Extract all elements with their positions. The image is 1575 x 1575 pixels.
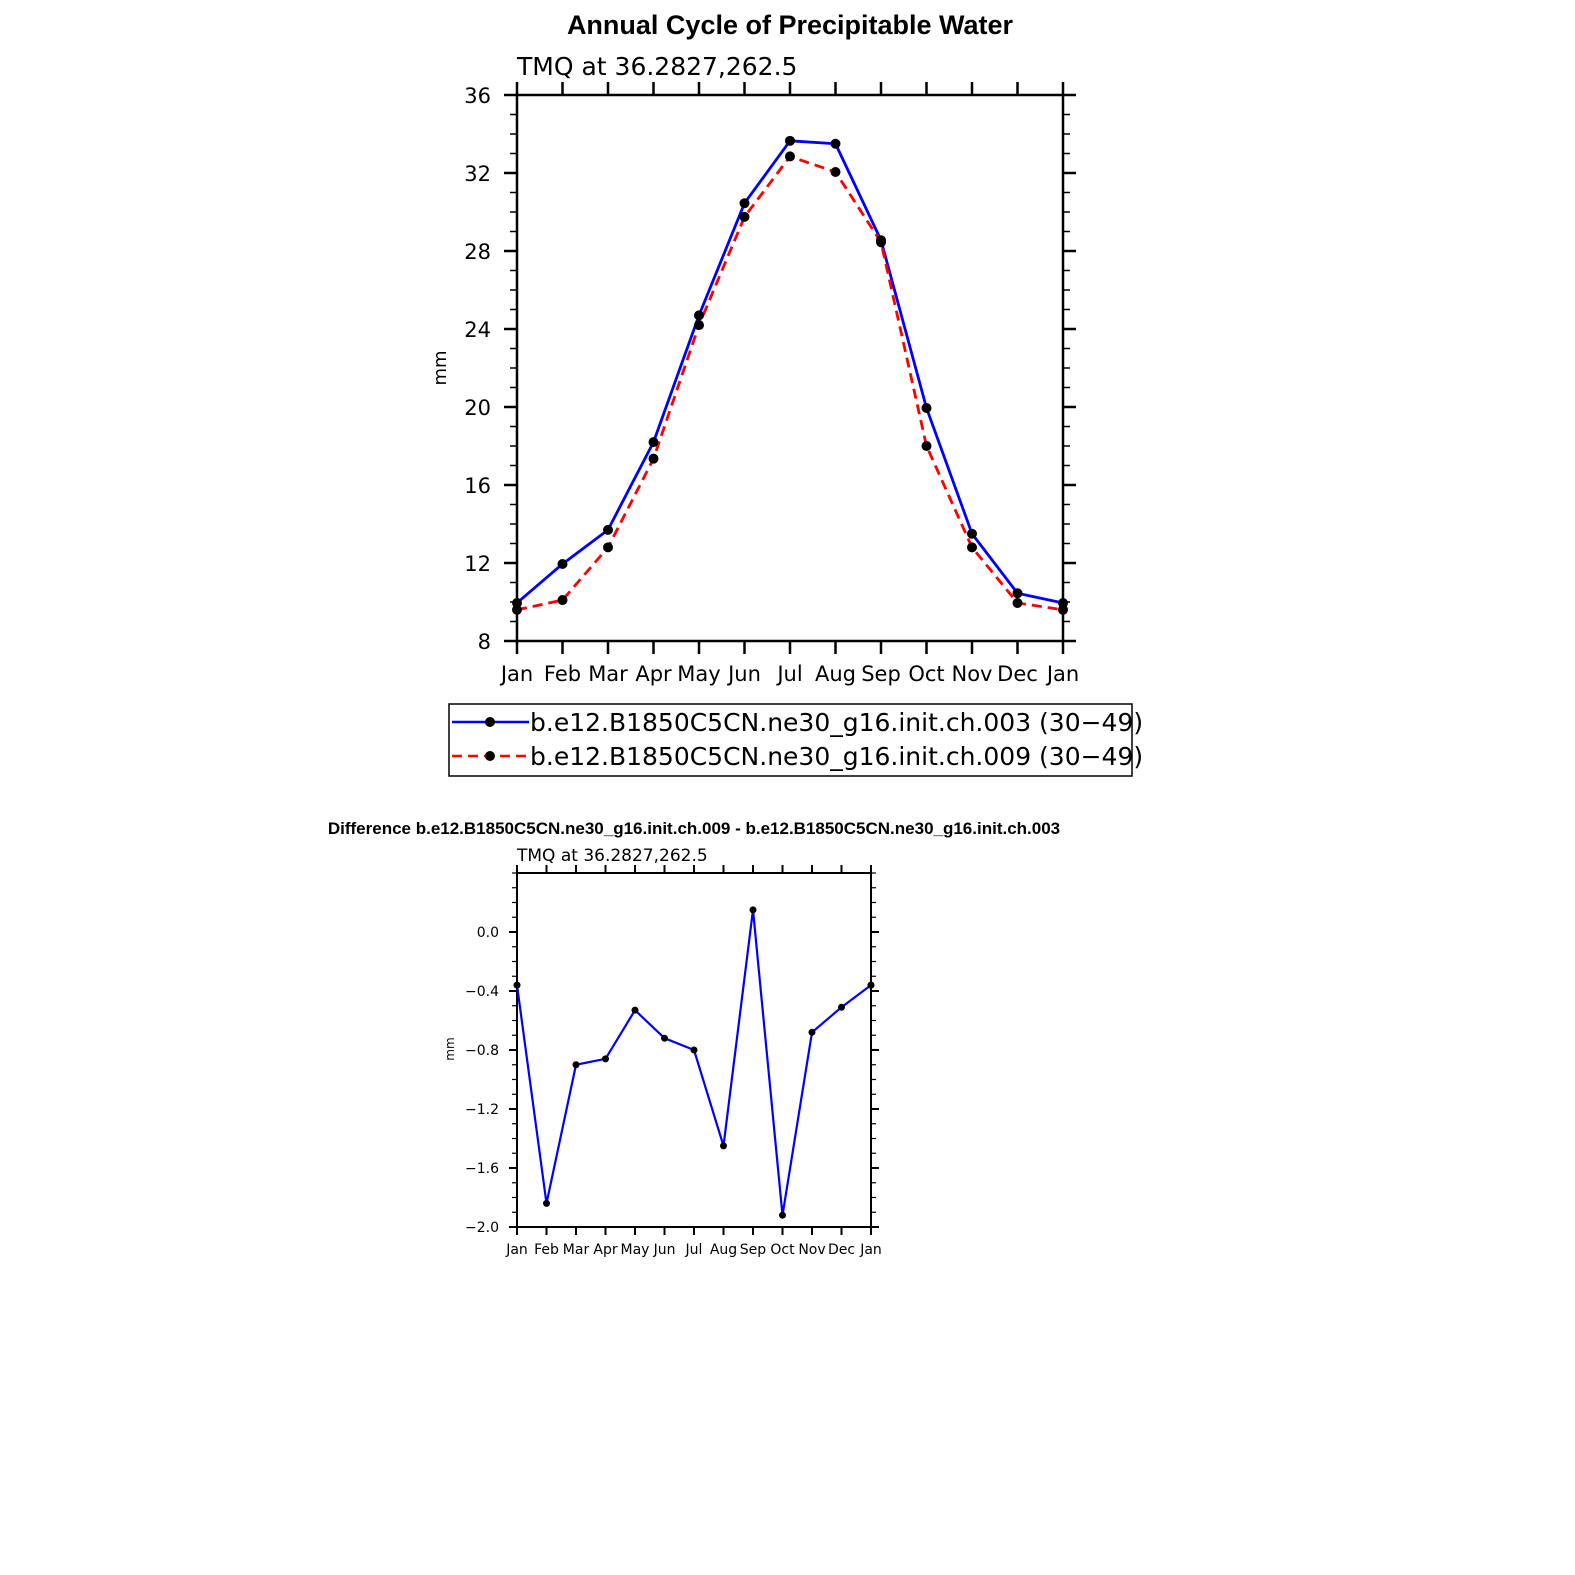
diff-xtick-label: May	[621, 1242, 650, 1258]
diff-xtick-label: Mar	[563, 1242, 590, 1258]
main-series-2-point	[694, 320, 704, 331]
main-ytick-label: 28	[464, 240, 491, 264]
diff-ytick-label: −0.8	[465, 1043, 499, 1059]
main-xtick-label: Aug	[815, 662, 856, 686]
main-ytick-label: 24	[464, 318, 491, 342]
diff-series-1-point	[513, 981, 521, 989]
main-xtick-label: May	[677, 662, 720, 686]
diff-xtick-label: Dec	[828, 1242, 855, 1258]
main-ytick-label: 12	[464, 552, 491, 576]
diff-series-1-point	[690, 1046, 698, 1054]
main-xtick-label: Jul	[775, 662, 802, 686]
main-chart-subtitle: TMQ at 36.2827,262.5	[516, 52, 797, 81]
main-xtick-label: Jan	[499, 662, 533, 686]
main-series-1-point	[603, 524, 613, 535]
main-series-2-point	[830, 167, 841, 178]
main-series-1-point	[785, 135, 795, 146]
main-chart-legend: b.e12.B1850C5CN.ne30_g16.init.ch.003 (30…	[448, 703, 1143, 777]
diff-series-1-point	[661, 1034, 668, 1042]
difference-chart-ylabel: mm	[443, 1037, 457, 1060]
main-series-2-point	[1058, 604, 1068, 615]
main-series-2-point	[1012, 597, 1023, 608]
diff-series-1-point	[808, 1028, 816, 1036]
diff-xtick-label: Oct	[770, 1242, 795, 1258]
main-xtick-label: Oct	[908, 662, 944, 686]
main-series-2-line	[516, 155, 1064, 612]
diff-series-1-point	[720, 1142, 727, 1150]
main-series-2-point	[512, 604, 522, 615]
main-ytick-label: 8	[478, 630, 491, 654]
diff-xtick-label: Feb	[534, 1242, 559, 1258]
diff-ytick-label: −2.0	[465, 1220, 499, 1236]
main-xtick-label: Jan	[1045, 662, 1079, 686]
diff-xtick-label: Sep	[740, 1242, 767, 1258]
diff-series-1-point	[572, 1061, 580, 1069]
main-series-1-point	[921, 402, 932, 413]
legend-marker-series-1	[485, 717, 495, 727]
main-series-2-point	[967, 542, 977, 553]
legend-marker-series-2	[485, 751, 495, 761]
diff-xtick-label: Aug	[710, 1242, 737, 1258]
main-series-1-point	[648, 437, 659, 448]
diff-series-1-point	[749, 906, 757, 914]
diff-ytick-label: −1.2	[465, 1102, 499, 1118]
main-series-1-line	[516, 139, 1064, 605]
diff-ytick-label: −0.4	[465, 984, 499, 1000]
legend-label-series-2: b.e12.B1850C5CN.ne30_g16.init.ch.009 (30…	[530, 742, 1143, 771]
main-chart-ylabel: mm	[430, 350, 451, 385]
main-series-1-point	[1012, 588, 1023, 599]
diff-xtick-label: Apr	[593, 1242, 617, 1258]
main-xtick-label: Nov	[952, 662, 993, 686]
difference-chart-title: Difference b.e12.B1850C5CN.ne30_g16.init…	[328, 819, 1060, 838]
diff-series-1-point	[602, 1055, 609, 1063]
main-series-2-point	[876, 237, 886, 248]
main-ytick-label: 32	[464, 162, 491, 186]
diff-series-1-point	[867, 981, 875, 989]
main-ytick-label: 16	[464, 474, 491, 498]
main-xtick-label: Dec	[997, 662, 1038, 686]
main-ytick-label: 20	[464, 396, 491, 420]
difference-chart-axes: Jan Feb Mar Apr May Jun Jul Aug Sep Oct Nov Dec Jan−…	[465, 865, 882, 1258]
diff-series-1-point	[543, 1199, 550, 1207]
diff-xtick-label: Jun	[653, 1242, 676, 1258]
main-chart-title: Annual Cycle of Precipitable Water	[567, 10, 1014, 40]
main-series-2-point	[557, 595, 568, 606]
main-xtick-label: Feb	[544, 662, 581, 686]
main-chart-series	[512, 135, 1068, 615]
diff-series-1-line	[515, 908, 872, 1217]
main-ytick-label: 36	[464, 84, 491, 108]
diff-series-1-point	[631, 1006, 639, 1014]
diff-series-1-point	[779, 1211, 786, 1219]
main-xtick-label: Mar	[588, 662, 628, 686]
main-series-2-point	[648, 453, 659, 464]
main-series-2-point	[785, 151, 795, 162]
main-series-1-point	[739, 198, 750, 209]
main-xtick-label: Jun	[726, 662, 761, 686]
diff-series-1-point	[838, 1003, 845, 1011]
annual-cycle-chart: Annual Cycle of Precipitable Water TMQ a…	[430, 10, 1143, 777]
main-series-2-point	[603, 542, 613, 553]
main-series-1-point	[557, 558, 568, 569]
legend-label-series-1: b.e12.B1850C5CN.ne30_g16.init.ch.003 (30…	[530, 708, 1143, 737]
main-xtick-label: Sep	[861, 662, 901, 686]
diff-xtick-label: Nov	[798, 1242, 825, 1258]
diff-ytick-label: 0.0	[477, 925, 499, 941]
main-series-1-point	[967, 528, 977, 539]
main-chart-axes: Jan Feb Mar Apr May Jun Jul Aug Sep Oct Nov Dec Jan 8…	[464, 82, 1079, 686]
legend-box	[448, 703, 1133, 777]
main-series-2-point	[921, 441, 932, 451]
main-series-2-point	[739, 211, 750, 222]
difference-chart-series	[513, 906, 875, 1219]
main-series-1-point	[694, 310, 704, 321]
diff-xtick-label: Jul	[685, 1242, 703, 1258]
diff-xtick-label: Jan	[505, 1242, 528, 1258]
difference-chart: Difference b.e12.B1850C5CN.ne30_g16.init…	[328, 819, 1060, 1258]
diff-xtick-label: Jan	[859, 1242, 882, 1258]
difference-chart-subtitle: TMQ at 36.2827,262.5	[516, 846, 708, 866]
main-xtick-label: Apr	[635, 662, 672, 686]
main-series-1-point	[830, 138, 841, 149]
diff-ytick-label: −1.6	[465, 1161, 499, 1177]
